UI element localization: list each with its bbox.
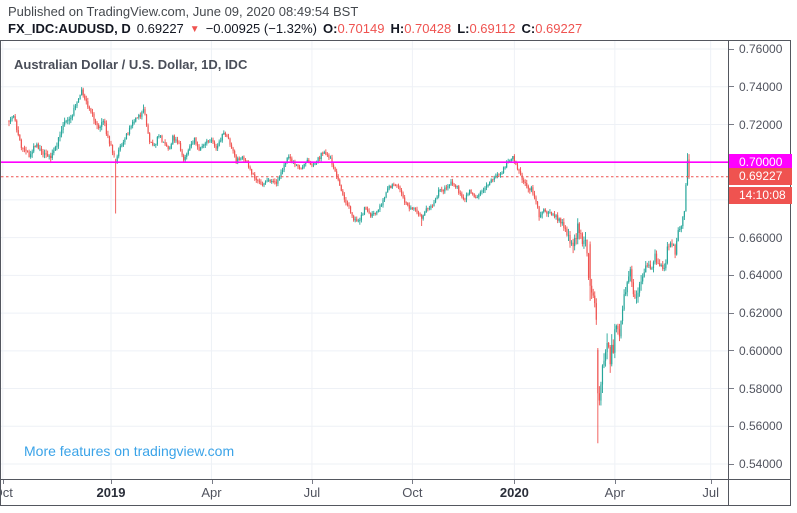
price-tick-mark (729, 350, 734, 352)
time-tick-label: Jul (702, 485, 719, 500)
time-tick-label: Apr (604, 485, 625, 500)
price-tick-label: 0.66000 (739, 230, 783, 245)
time-tick-mark (412, 480, 414, 484)
chart-title: Australian Dollar / U.S. Dollar, 1D, IDC (14, 57, 248, 72)
time-tick-label: 2019 (96, 485, 126, 500)
price-tick-mark (729, 48, 734, 50)
bar-countdown-tag: 14:10:08 (729, 187, 792, 205)
price-tick-mark (729, 425, 734, 427)
low-value: L: 0.69112 (457, 21, 516, 36)
price-tick-label: 0.60000 (739, 343, 783, 358)
time-tick-mark (111, 480, 112, 484)
price-axis[interactable]: 0.54000 0.56000 0.58000 0.60000 0.62000 0.640… (728, 41, 792, 505)
price-tick-label: 0.72000 (739, 117, 783, 132)
time-tick-mark (614, 480, 616, 484)
chart-area: Australian Dollar / U.S. Dollar, 1D, IDC… (0, 40, 792, 506)
time-tick-mark (2, 480, 4, 484)
last-price-tag: 0.69227 (729, 168, 792, 186)
price-tick-mark (729, 463, 734, 465)
price-tick-label: 0.74000 (739, 79, 783, 94)
up-candle-bodies (9, 89, 689, 401)
price-change: −0.00925 (−1.32%) (205, 21, 318, 36)
symbol-name: FX_IDC:AUDUSD, D (8, 21, 131, 36)
price-tick-label: 0.62000 (739, 306, 783, 321)
time-axis-line (1, 479, 790, 480)
candlestick-chart[interactable] (1, 41, 728, 479)
time-tick-label: Apr (201, 485, 222, 500)
price-tick-mark (729, 86, 734, 88)
time-tick-label: Oct (402, 485, 423, 500)
price-tick-mark (729, 274, 734, 276)
time-tick-label: Jul (303, 485, 321, 500)
price-level-tag: 0.70000 (729, 153, 792, 171)
price-tick-label: 0.64000 (739, 268, 783, 283)
price-tick-mark (729, 124, 734, 125)
price-tick-mark (729, 312, 734, 314)
up-candle-wicks (10, 87, 688, 406)
time-tick-mark (311, 480, 313, 484)
open-value: O: 0.70149 (323, 21, 385, 36)
down-triangle-icon: ▼ (189, 24, 200, 35)
time-tick-label: Oct (1, 485, 13, 500)
published-line: Published on TradingView.com, June 09, 2… (8, 4, 359, 19)
price-tick-label: 0.76000 (739, 42, 783, 56)
tradingview-link[interactable]: More features on tradingview.com (24, 443, 235, 459)
grid-lines (1, 41, 728, 479)
time-tick-label: 2020 (499, 485, 529, 500)
price-tick-label: 0.58000 (739, 381, 783, 396)
last-price: 0.69227 (136, 21, 184, 36)
time-axis[interactable]: Oct 2019 Apr Jul Oct 2020 Apr Jul (1, 480, 728, 505)
price-tick-mark (729, 237, 734, 239)
price-tick-label: 0.54000 (739, 457, 783, 471)
price-tick-mark (729, 388, 734, 389)
price-tick-label: 0.56000 (739, 419, 783, 434)
time-tick-mark (514, 480, 516, 484)
time-tick-mark (211, 480, 213, 484)
close-value: C: 0.69227 (521, 21, 583, 36)
symbol-info-bar: FX_IDC:AUDUSD, D 0.69227 ▼ −0.00925 (−1.… (8, 21, 582, 36)
time-tick-mark (710, 480, 712, 484)
high-value: H: 0.70428 (390, 21, 452, 36)
